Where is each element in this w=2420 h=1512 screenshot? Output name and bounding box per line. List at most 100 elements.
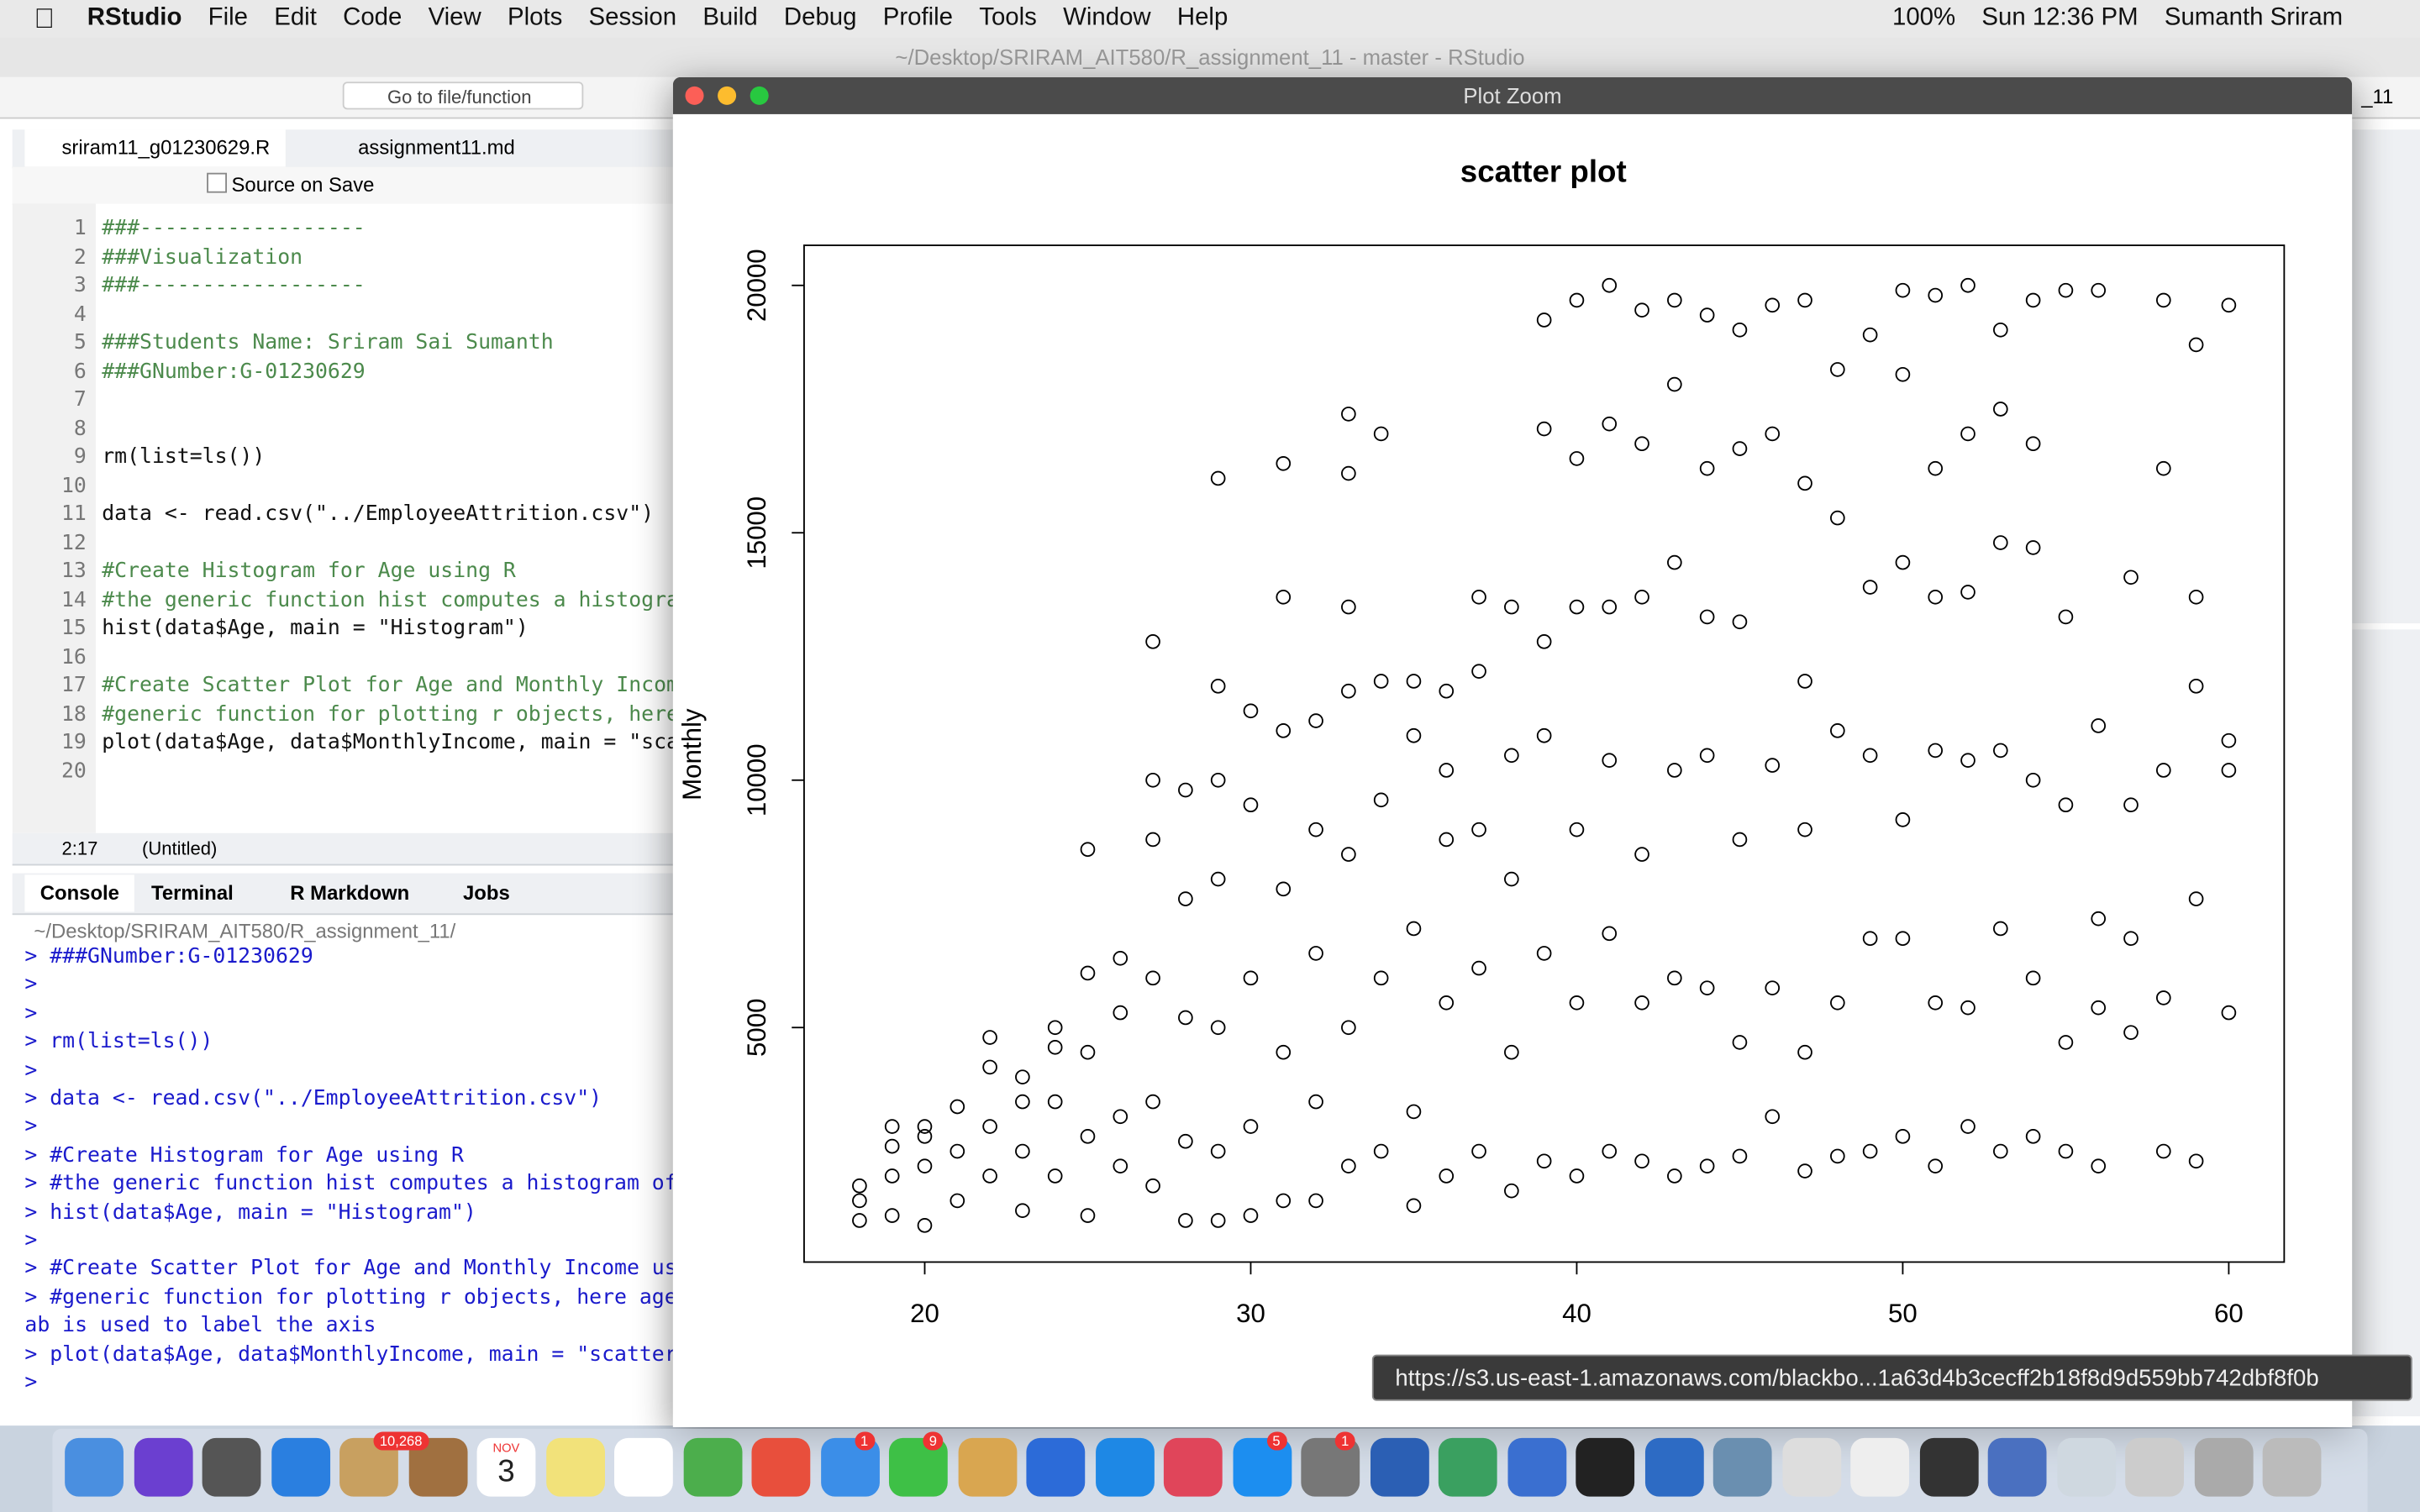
- source-on-save[interactable]: Source on Save: [231, 172, 375, 197]
- menu-item[interactable]: Session: [567, 4, 677, 31]
- point: [2058, 1143, 2074, 1159]
- dock-icon[interactable]: [1370, 1437, 1428, 1497]
- dock-icon[interactable]: [1576, 1437, 1635, 1497]
- dock-icon[interactable]: [545, 1437, 605, 1497]
- point: [1536, 312, 1552, 328]
- dock-icon[interactable]: [65, 1437, 124, 1497]
- menu-item[interactable]: View: [407, 4, 481, 31]
- editor-tab[interactable]: assignment11.md: [358, 135, 515, 160]
- point: [2123, 797, 2139, 813]
- project[interactable]: _11: [2361, 85, 2394, 108]
- dock-icon[interactable]: [202, 1437, 261, 1497]
- code-editor[interactable]: 1 ###------------------ 2 ###Visualization 3…: [12, 203, 676, 833]
- dock-icon[interactable]: [682, 1437, 742, 1497]
- menu-item[interactable]: File: [187, 4, 248, 31]
- console-output[interactable]: > ###GNumber:G-01230629 > > > rm(list=ls())…: [0, 947, 676, 1410]
- dock-icon[interactable]: [1644, 1437, 1703, 1497]
- point: [2155, 1143, 2171, 1159]
- point: [1113, 1158, 1128, 1173]
- line-number: 1: [73, 216, 87, 241]
- point: [2025, 436, 2041, 452]
- point: [917, 1129, 933, 1144]
- close-button[interactable]: [685, 86, 704, 105]
- x-tick-label: 50: [1888, 1299, 1918, 1328]
- dock-icon[interactable]: [957, 1437, 1017, 1497]
- menu-item[interactable]: Help: [1156, 4, 1228, 31]
- goto-field[interactable]: Go to file/function: [342, 81, 584, 110]
- line-number: 19: [60, 729, 87, 755]
- point: [1667, 376, 1682, 392]
- scope[interactable]: (Untitled): [141, 837, 218, 860]
- point: [1699, 1158, 1715, 1173]
- dock-icon[interactable]: [614, 1437, 673, 1497]
- point: [1928, 995, 1944, 1011]
- dock-icon[interactable]: [2056, 1437, 2116, 1497]
- minimize-button[interactable]: [718, 86, 737, 105]
- console-line: > hist(data$Age, main = "Histogram"): [24, 1200, 476, 1225]
- point: [1406, 1198, 1422, 1214]
- app-menu[interactable]: RStudio: [66, 4, 182, 31]
- dock-icon[interactable]: [751, 1437, 811, 1497]
- point: [1602, 753, 1618, 769]
- menu-item[interactable]: Build: [681, 4, 757, 31]
- menu-item[interactable]: Profile: [861, 4, 953, 31]
- console-line: > rm(list=ls()): [24, 1029, 213, 1054]
- dock-icon[interactable]: [1507, 1437, 1566, 1497]
- editor-tab[interactable]: sriram11_g01230629.R: [24, 129, 286, 167]
- point: [1830, 723, 1845, 738]
- point: [1471, 822, 1486, 837]
- console-tab[interactable]: Terminal: [151, 880, 234, 905]
- point: [1341, 847, 1356, 862]
- point: [1047, 1020, 1063, 1036]
- point: [1080, 965, 1096, 981]
- console-line: > #the generic function hist computes a …: [24, 1171, 676, 1196]
- zoom-button[interactable]: [750, 86, 769, 105]
- code-line: ###------------------: [102, 273, 366, 298]
- point: [2058, 1035, 2074, 1050]
- dock-icon[interactable]: [1163, 1437, 1223, 1497]
- point: [1308, 946, 1323, 961]
- point: [1276, 1193, 1292, 1209]
- dock-icon[interactable]: [1850, 1437, 1910, 1497]
- point: [2221, 297, 2237, 313]
- menu-item[interactable]: Code: [322, 4, 402, 31]
- dock-icon[interactable]: [1918, 1437, 1978, 1497]
- line-number: 20: [60, 758, 87, 784]
- point: [1178, 1133, 1193, 1149]
- dock-icon[interactable]: [1095, 1437, 1154, 1497]
- dock-icon[interactable]: [2262, 1437, 2322, 1497]
- dock-icon[interactable]: [1026, 1437, 1086, 1497]
- menu-item[interactable]: Window: [1042, 4, 1151, 31]
- dock-icon[interactable]: [133, 1437, 192, 1497]
- user[interactable]: Sumanth Sriram: [2164, 4, 2344, 31]
- point: [1406, 674, 1422, 689]
- checkbox[interactable]: [207, 172, 228, 193]
- point: [1699, 609, 1715, 625]
- menu-item[interactable]: Plots: [487, 4, 562, 31]
- dock-icon[interactable]: [1987, 1437, 2047, 1497]
- menu-item[interactable]: Debug: [763, 4, 857, 31]
- point: [2155, 292, 2171, 308]
- dock-icon[interactable]: [1438, 1437, 1497, 1497]
- dock-icon[interactable]: [476, 1437, 536, 1497]
- point: [1439, 763, 1455, 778]
- dock-icon[interactable]: [2193, 1437, 2253, 1497]
- point: [1602, 1143, 1618, 1159]
- code-line: rm(list=ls()): [102, 444, 266, 470]
- point: [1308, 822, 1323, 837]
- dock-icon[interactable]: [1712, 1437, 1772, 1497]
- console-tab[interactable]: Console: [24, 874, 135, 912]
- point: [1960, 426, 1975, 442]
- point: [1862, 748, 1878, 764]
- dock-icon[interactable]: [1781, 1437, 1841, 1497]
- point: [1504, 748, 1519, 764]
- console-tab[interactable]: R Markdown: [290, 880, 410, 905]
- console-tab[interactable]: Jobs: [463, 880, 510, 905]
- menu-item[interactable]: Tools: [958, 4, 1037, 31]
- code-line: data <- read.csv("../EmployeeAttrition.c…: [102, 501, 655, 527]
- dock-icon[interactable]: [2125, 1437, 2184, 1497]
- apple-menu[interactable]: : [34, 3, 55, 35]
- code-line: #Create Histogram for Age using R: [102, 558, 516, 584]
- dock-icon[interactable]: [271, 1437, 330, 1497]
- menu-item[interactable]: Edit: [253, 4, 317, 31]
